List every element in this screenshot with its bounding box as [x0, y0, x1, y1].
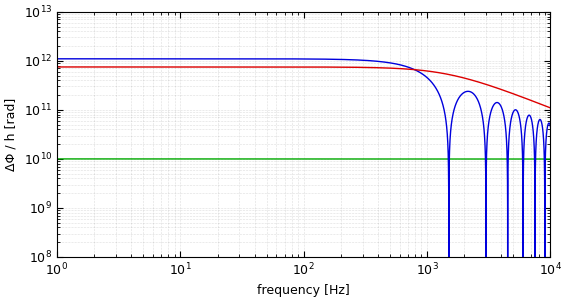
Y-axis label: ΔΦ / h [rad]: ΔΦ / h [rad]	[5, 98, 18, 171]
X-axis label: frequency [Hz]: frequency [Hz]	[257, 284, 350, 297]
